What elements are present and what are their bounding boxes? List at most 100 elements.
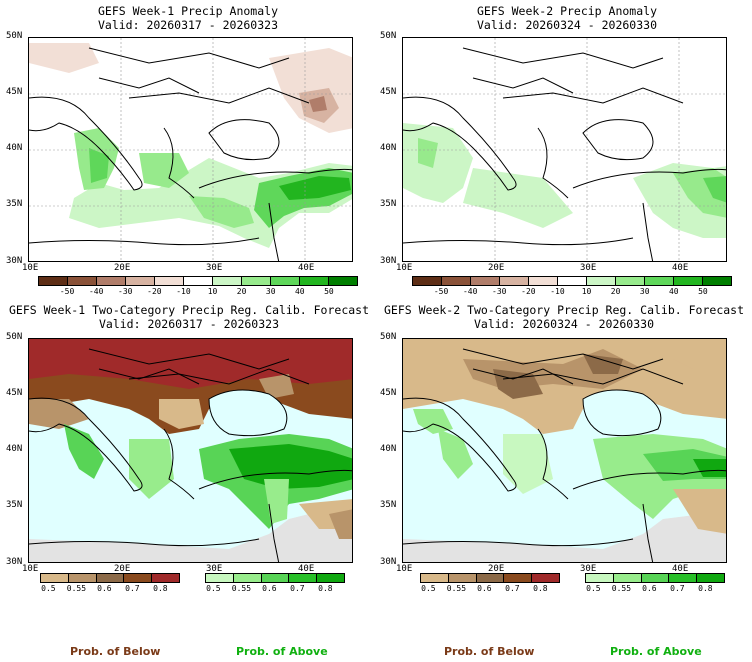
colorbar-tick-label: -40 [462,287,478,296]
lat-label: 35N [380,199,397,209]
lon-label: 30E [206,263,223,273]
week1-anomaly-svg [29,38,352,261]
colorbar-swatch [674,277,703,285]
colorbar-swatch [471,277,500,285]
colorbar-tick-label: 0.8 [533,584,548,593]
colorbar-swatch [317,574,344,582]
anomaly-colorbar-week2 [412,276,732,286]
colorbar-swatch [152,574,179,582]
colorbar-tick-label: 20 [236,287,247,296]
lat-label: 45N [380,388,397,398]
week2-category-map [402,338,727,563]
lat-label: 40N [380,143,397,153]
colorbar-swatch [529,277,558,285]
colorbar-tick-label: 30 [265,287,276,296]
week1-category-svg [29,339,352,562]
lat-label: 30N [6,256,23,266]
colorbar-swatch [206,574,234,582]
colorbar-swatch [504,574,533,582]
colorbar-swatch [476,574,505,582]
panel1-title: GEFS Week-1 Precip Anomaly Valid: 2026031… [97,4,278,32]
lon-label: 20E [114,564,131,574]
colorbar-swatch [641,574,670,582]
week2-anomaly-map [402,37,727,262]
colorbar-swatch [68,574,97,582]
lat-label: 40N [6,444,23,454]
week1-anomaly-map [28,37,353,262]
colorbar-tick-label: -50 [59,287,75,296]
lon-label: 30E [580,263,597,273]
colorbar-tick-label: 20 [610,287,621,296]
colorbar-tick-label: 10 [581,287,592,296]
lat-label: 50N [380,31,397,41]
colorbar-swatch [300,277,329,285]
colorbar-swatch [261,574,290,582]
colorbar-tick-label: 0.55 [611,584,632,593]
colorbar-tick-label: 0.8 [153,584,168,593]
panel2-title: GEFS Week-2 Precip Anomaly Valid: 2026032… [476,4,657,32]
colorbar-tick-label: 40 [294,287,305,296]
colorbar-swatch [645,277,674,285]
colorbar-tick-label: 0.6 [97,584,112,593]
colorbar-tick-label: 50 [324,287,334,296]
colorbar-swatch [68,277,97,285]
anomaly-colorbar-week1 [38,276,358,286]
colorbar-swatch [697,574,724,582]
colorbar-tick-label: 0.55 [66,584,87,593]
colorbar-swatch [500,277,529,285]
colorbar-swatch [613,574,642,582]
prob-below-label-1: Prob. of Below [70,645,161,658]
colorbar-swatch [616,277,645,285]
colorbar-tick-label: -50 [433,287,449,296]
colorbar-swatch [669,574,698,582]
colorbar-tick-label: 0.6 [262,584,277,593]
lon-label: 10E [396,564,413,574]
lat-label: 50N [6,31,23,41]
lon-label: 10E [22,263,39,273]
lon-label: 30E [580,564,597,574]
above-colorbar-week2 [585,573,725,583]
lon-label: 10E [22,564,39,574]
lat-label: 45N [6,388,23,398]
colorbar-swatch [97,277,126,285]
colorbar-tick-label: 0.7 [290,584,305,593]
colorbar-tick-label: -30 [492,287,507,296]
colorbar-tick-label: 0.7 [125,584,140,593]
colorbar-tick-label: 10 [207,287,218,296]
lon-label: 40E [298,263,315,273]
lat-label: 30N [380,557,397,567]
colorbar-swatch [586,574,614,582]
colorbar-swatch [329,277,357,285]
lat-label: 40N [6,143,23,153]
panel3-title: GEFS Week-1 Two-Category Precip Reg. Cal… [8,303,370,331]
week2-category-svg [403,339,726,562]
colorbar-tick-label: -20 [521,287,536,296]
prob-above-label-2: Prob. of Above [610,645,702,658]
lat-label: 30N [380,256,397,266]
lon-label: 30E [206,564,223,574]
colorbar-swatch [448,574,477,582]
lat-label: 40N [380,444,397,454]
colorbar-tick-label: -20 [147,287,162,296]
below-colorbar-week2 [420,573,560,583]
colorbar-swatch [155,277,184,285]
colorbar-swatch [558,277,587,285]
colorbar-tick-label: 0.8 [698,584,713,593]
lat-label: 35N [6,500,23,510]
colorbar-swatch [703,277,731,285]
colorbar-swatch [233,574,262,582]
lon-label: 40E [298,564,315,574]
lon-label: 20E [488,564,505,574]
colorbar-swatch [124,574,153,582]
colorbar-swatch [532,574,559,582]
lat-label: 45N [6,87,23,97]
colorbar-swatch [41,574,69,582]
colorbar-swatch [271,277,300,285]
lon-label: 20E [114,263,131,273]
colorbar-tick-label: 0.6 [477,584,492,593]
colorbar-tick-label: -10 [550,287,565,296]
week1-category-map [28,338,353,563]
colorbar-swatch [289,574,318,582]
colorbar-tick-label: 0.7 [505,584,520,593]
colorbar-tick-label: -30 [118,287,133,296]
